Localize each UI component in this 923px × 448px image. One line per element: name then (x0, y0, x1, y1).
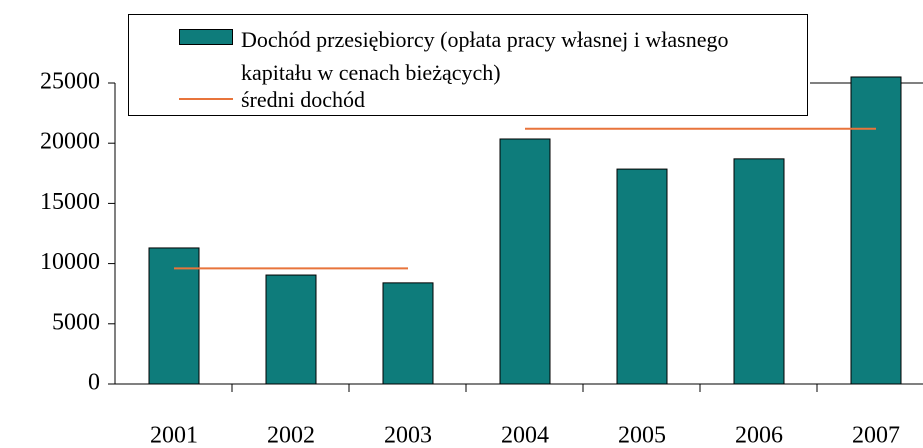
legend-label: Dochód przesiębiorcy (opłata pracy własn… (241, 27, 729, 85)
y-tick-label: 20000 (40, 129, 100, 155)
legend-swatch (179, 29, 233, 45)
average-line (174, 127, 876, 270)
y-tick-label: 0 (88, 370, 100, 396)
legend-key (179, 29, 233, 45)
bar (382, 282, 434, 385)
bar (616, 168, 668, 385)
legend-entry: średni dochód (179, 83, 801, 116)
x-tick-label: 2005 (618, 423, 666, 448)
x-tick-label: 2007 (852, 423, 900, 448)
bar (148, 247, 200, 385)
y-tick-label: 5000 (52, 309, 100, 335)
y-tick-label: 10000 (40, 249, 100, 275)
x-tick-label: 2001 (150, 423, 198, 448)
x-tick-label: 2004 (501, 423, 549, 448)
x-tick-label: 2006 (735, 423, 783, 448)
bar (499, 138, 551, 385)
x-tick-label: 2002 (267, 423, 315, 448)
legend-key (179, 98, 233, 100)
x-tick-label: 2003 (384, 423, 432, 448)
legend-entry: Dochód przesiębiorcy (opłata pracy własn… (179, 23, 801, 89)
y-tick-label: 25000 (40, 69, 100, 95)
bar (850, 76, 902, 385)
bar (733, 158, 785, 385)
legend-label: średni dochód (241, 87, 366, 112)
legend: Dochód przesiębiorcy (opłata pracy własn… (128, 14, 808, 116)
bar (265, 274, 317, 385)
y-tick-label: 15000 (40, 189, 100, 215)
